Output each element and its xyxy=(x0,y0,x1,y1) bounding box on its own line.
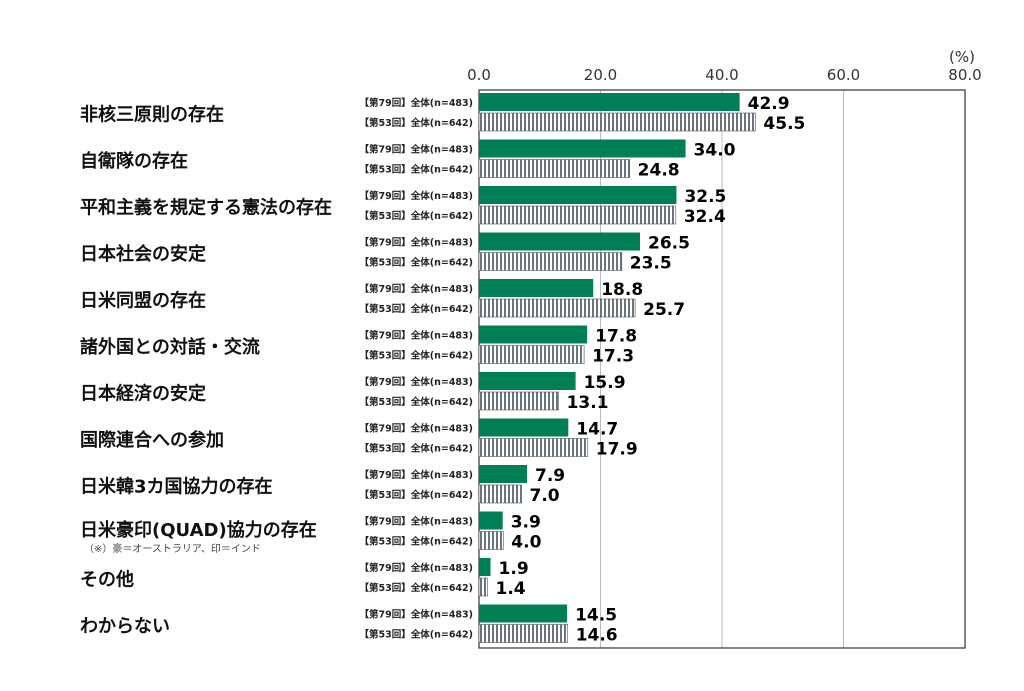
category-label: 日米韓3カ国協力の存在 xyxy=(80,475,273,497)
data-label: 13.1 xyxy=(567,393,609,413)
data-label: 14.6 xyxy=(576,626,618,646)
bar xyxy=(479,604,568,623)
series-label: 【第53回】全体(n=642) xyxy=(360,629,473,641)
bar xyxy=(479,511,503,530)
data-label: 32.4 xyxy=(684,207,726,227)
category-label: 国際連合への参加 xyxy=(80,429,224,451)
data-label: 15.9 xyxy=(584,373,626,393)
series-label: 【第53回】全体(n=642) xyxy=(360,210,473,222)
series-label: 【第53回】全体(n=642) xyxy=(360,164,473,176)
category-label: わからない xyxy=(80,616,170,637)
series-label: 【第79回】全体(n=483) xyxy=(360,330,473,342)
series-label: 【第79回】全体(n=483) xyxy=(360,97,473,109)
series-label: 【第53回】全体(n=642) xyxy=(360,582,473,594)
bar xyxy=(478,205,677,225)
data-label: 17.3 xyxy=(592,347,634,367)
data-label: 7.9 xyxy=(535,466,565,486)
series-label: 【第79回】全体(n=483) xyxy=(360,516,473,528)
unit-label: (%) xyxy=(949,48,975,66)
category-label: 日本経済の安定 xyxy=(80,382,206,404)
series-label: 【第53回】全体(n=642) xyxy=(360,396,473,408)
data-label: 1.4 xyxy=(496,579,526,599)
data-label: 7.0 xyxy=(530,486,560,506)
data-label: 17.9 xyxy=(596,440,638,460)
category-label: 自衛隊の存在 xyxy=(80,150,188,172)
category-label: 日本社会の安定 xyxy=(80,243,206,265)
data-label: 34.0 xyxy=(694,141,736,161)
bar xyxy=(479,232,640,251)
x-tick-label: 40.0 xyxy=(705,66,738,84)
series-label: 【第53回】全体(n=642) xyxy=(360,350,473,362)
category-label: 非核三原則の存在 xyxy=(80,103,224,125)
data-label: 24.8 xyxy=(638,161,680,181)
series-label: 【第79回】全体(n=483) xyxy=(360,562,473,574)
series-label: 【第79回】全体(n=483) xyxy=(360,423,473,435)
series-label: 【第79回】全体(n=483) xyxy=(360,283,473,295)
bar xyxy=(479,279,594,297)
bar xyxy=(478,345,585,364)
series-label: 【第79回】全体(n=483) xyxy=(360,190,473,202)
x-tick-label: 0.0 xyxy=(467,66,491,84)
bar xyxy=(478,112,756,132)
bar xyxy=(478,484,522,504)
data-label: 26.5 xyxy=(648,234,690,254)
bar xyxy=(478,298,636,318)
bar xyxy=(478,252,623,271)
category-label: 日米同盟の存在 xyxy=(80,289,206,311)
series-label: 【第53回】全体(n=642) xyxy=(360,536,473,548)
category-label: 日米豪印(QUAD)協力の存在 xyxy=(80,519,317,541)
x-tick-label: 20.0 xyxy=(584,66,617,84)
data-label: 32.5 xyxy=(684,187,726,207)
data-label: 4.0 xyxy=(511,533,541,553)
x-tick-label: 60.0 xyxy=(827,66,860,84)
bar xyxy=(478,531,504,550)
x-tick-label: 80.0 xyxy=(948,66,981,84)
bar xyxy=(478,391,559,411)
bar xyxy=(479,139,686,158)
bar xyxy=(479,558,491,576)
bar xyxy=(478,438,589,457)
series-label: 【第79回】全体(n=483) xyxy=(360,144,473,156)
data-label: 17.8 xyxy=(595,327,637,347)
data-label: 1.9 xyxy=(499,559,529,579)
bar xyxy=(478,577,488,597)
data-label: 18.8 xyxy=(601,280,643,300)
series-label: 【第79回】全体(n=483) xyxy=(360,609,473,621)
data-label: 25.7 xyxy=(643,300,685,320)
data-label: 14.5 xyxy=(575,606,617,626)
data-label: 14.7 xyxy=(576,420,618,440)
category-label: 平和主義を規定する憲法の存在 xyxy=(80,196,332,218)
category-label: 諸外国との対話・交流 xyxy=(80,336,260,358)
data-label: 42.9 xyxy=(748,94,790,114)
series-label: 【第53回】全体(n=642) xyxy=(360,303,473,315)
series-label: 【第79回】全体(n=483) xyxy=(360,376,473,388)
bar xyxy=(479,186,677,204)
series-label: 【第79回】全体(n=483) xyxy=(360,469,473,481)
bar xyxy=(479,418,569,437)
series-label: 【第53回】全体(n=642) xyxy=(360,489,473,501)
bar xyxy=(479,372,576,390)
bar xyxy=(478,624,568,643)
category-note: （※）豪＝オーストラリア、印＝インド xyxy=(84,542,261,555)
data-label: 3.9 xyxy=(511,513,541,533)
bar xyxy=(479,325,588,344)
bar xyxy=(479,465,527,483)
series-label: 【第53回】全体(n=642) xyxy=(360,257,473,269)
series-label: 【第79回】全体(n=483) xyxy=(360,237,473,249)
bar xyxy=(478,159,630,178)
data-label: 45.5 xyxy=(763,114,805,134)
series-label: 【第53回】全体(n=642) xyxy=(360,117,473,129)
series-label: 【第53回】全体(n=642) xyxy=(360,443,473,455)
plot-frame xyxy=(478,89,966,649)
category-label: その他 xyxy=(80,568,134,590)
data-label: 23.5 xyxy=(630,254,672,274)
bar xyxy=(479,93,740,111)
